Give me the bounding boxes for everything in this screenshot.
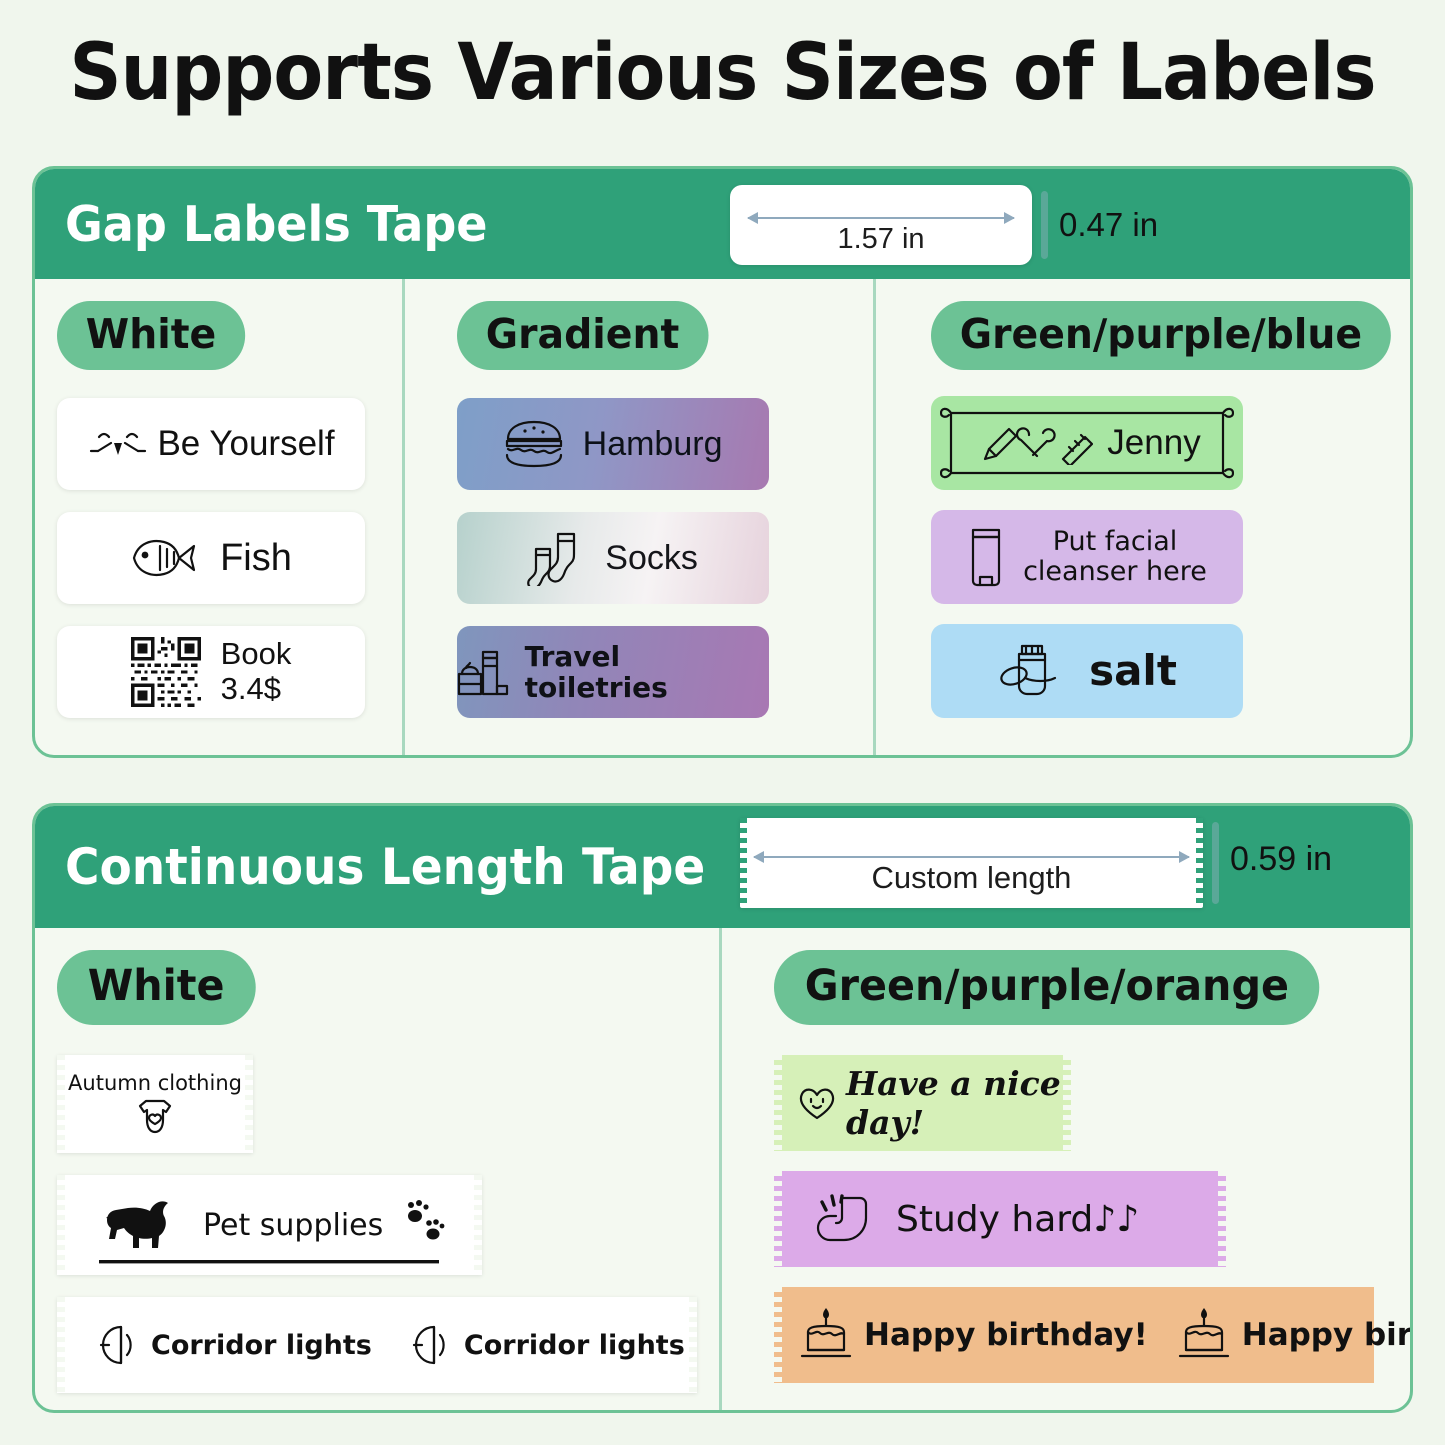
decorative-frame-icon xyxy=(940,407,1234,479)
underline-rule xyxy=(99,1260,439,1264)
tape-torn-edge-left xyxy=(740,818,747,908)
label-sample-pet-supplies: Pet supplies xyxy=(57,1175,482,1275)
socks-icon xyxy=(527,530,585,586)
cleanser-tube-icon xyxy=(967,526,1005,588)
label-sample-autumn-clothing: Autumn clothing xyxy=(57,1055,253,1153)
label-text: Fish xyxy=(220,536,292,579)
gap-labels-title: Gap Labels Tape xyxy=(65,195,488,253)
hamburger-icon xyxy=(503,419,565,469)
continuous-height-bar-icon xyxy=(1212,822,1219,904)
label-sample-book: Book 3.4$ xyxy=(57,626,365,718)
continuous-length-title: Continuous Length Tape xyxy=(65,838,706,896)
gap-pill-gradient: Gradient xyxy=(456,301,708,370)
column-divider xyxy=(719,928,722,1410)
continuous-width-label: Custom length xyxy=(871,860,1072,895)
gap-dimension-widget: 1.57 in 0.47 in xyxy=(730,185,1158,265)
label-text: salt xyxy=(1089,646,1177,696)
column-divider xyxy=(401,279,405,755)
label-sample-have-a-nice-day: Have a nice day! xyxy=(774,1055,1071,1151)
dog-icon xyxy=(99,1194,187,1256)
label-text: Study hard♪♪ xyxy=(896,1198,1140,1240)
continuous-length-body: White Autumn clothing xyxy=(35,928,1410,1410)
gap-pill-white: White xyxy=(57,301,246,370)
qr-code-icon xyxy=(130,637,201,707)
cat-face-emoticon-icon xyxy=(87,427,149,461)
stationery-icon xyxy=(981,421,1094,465)
gap-height-bar-icon xyxy=(1041,191,1048,259)
gap-width-label: 1.57 in xyxy=(837,223,925,255)
width-arrow-icon xyxy=(747,212,1015,224)
cont-column-colored: Green/purple/orange Have a nice day! xyxy=(722,928,1410,1410)
label-text: Be Yourself xyxy=(157,424,335,464)
label-text: Put facial cleanser here xyxy=(1023,525,1207,587)
column-divider xyxy=(873,279,876,755)
label-sample-be-yourself: Be Yourself xyxy=(57,398,365,490)
label-sample-corridor-lights: Corridor lights Corridor lights xyxy=(57,1297,697,1393)
wall-lamp-icon xyxy=(97,1322,141,1368)
gap-labels-body: White Be You xyxy=(35,279,1410,755)
gap-labels-header: Gap Labels Tape 1.57 in 0.47 in xyxy=(35,169,1410,279)
paw-prints-icon xyxy=(395,1200,447,1250)
label-sample-study-hard: Study hard♪♪ xyxy=(774,1171,1226,1267)
label-sample-socks: Socks xyxy=(456,512,769,604)
label-sample-facial-cleanser: Put facial cleanser here xyxy=(931,510,1243,604)
wall-lamp-icon xyxy=(410,1322,454,1368)
width-arrow-icon xyxy=(753,851,1190,863)
toiletries-icon xyxy=(453,644,515,700)
birthday-cake-icon xyxy=(798,1304,854,1366)
continuous-width-box: Custom length xyxy=(740,818,1203,908)
label-text: Hamburg xyxy=(582,424,723,463)
label-sample-hamburg: Hamburg xyxy=(456,398,769,490)
continuous-length-header: Continuous Length Tape Custom length 0.5… xyxy=(35,806,1410,928)
cont-pill-colored: Green/purple/orange xyxy=(774,950,1320,1025)
gap-pill-colored: Green/purple/blue xyxy=(931,301,1391,370)
label-sample-travel-toiletries: Travel toiletries xyxy=(456,626,769,718)
baby-onesie-icon xyxy=(133,1098,177,1138)
continuous-dimension-widget: Custom length 0.59 in xyxy=(740,818,1332,908)
label-text-2: Happy birth xyxy=(1241,1317,1410,1353)
label-text: Jenny xyxy=(1107,423,1201,463)
gap-column-gradient: Gradient xyxy=(405,279,873,755)
gap-width-box: 1.57 in xyxy=(730,185,1032,265)
flexed-bicep-icon xyxy=(810,1186,882,1252)
tape-torn-edge-right xyxy=(1196,818,1203,908)
page-title: Supports Various Sizes of Labels xyxy=(69,28,1376,118)
label-text: Socks xyxy=(605,538,698,577)
label-text: Book 3.4$ xyxy=(220,636,292,706)
label-text: Have a nice day! xyxy=(846,1064,1061,1142)
gap-column-colored: Green/purple/blue xyxy=(876,279,1410,755)
gap-labels-card: Gap Labels Tape 1.57 in 0.47 in White xyxy=(32,166,1413,758)
heart-smile-icon xyxy=(796,1084,838,1122)
label-sample-fish: Fish xyxy=(57,512,365,604)
label-text: Corridor lights xyxy=(151,1329,372,1361)
cont-pill-white: White xyxy=(57,950,256,1025)
gap-column-white: White Be You xyxy=(35,279,402,755)
label-text: Travel toiletries xyxy=(524,639,668,704)
label-sample-happy-birthday: Happy birthday! xyxy=(774,1287,1410,1383)
label-sample-jenny: Jenny xyxy=(931,396,1243,490)
birthday-cake-icon xyxy=(1176,1304,1232,1366)
gap-height-label: 0.47 in xyxy=(1059,206,1159,243)
label-text-2: Corridor lights xyxy=(463,1329,685,1361)
continuous-length-card: Continuous Length Tape Custom length 0.5… xyxy=(32,803,1413,1413)
fish-icon xyxy=(130,533,198,583)
label-sample-salt: salt xyxy=(931,624,1243,718)
label-text: Autumn clothing xyxy=(68,1070,242,1095)
label-text: Happy birthday! xyxy=(864,1317,1148,1353)
label-text: Pet supplies xyxy=(203,1207,384,1243)
salt-jar-icon xyxy=(997,640,1067,702)
cont-column-white: White Autumn clothing xyxy=(35,928,719,1410)
continuous-height-label: 0.59 in xyxy=(1230,840,1333,878)
